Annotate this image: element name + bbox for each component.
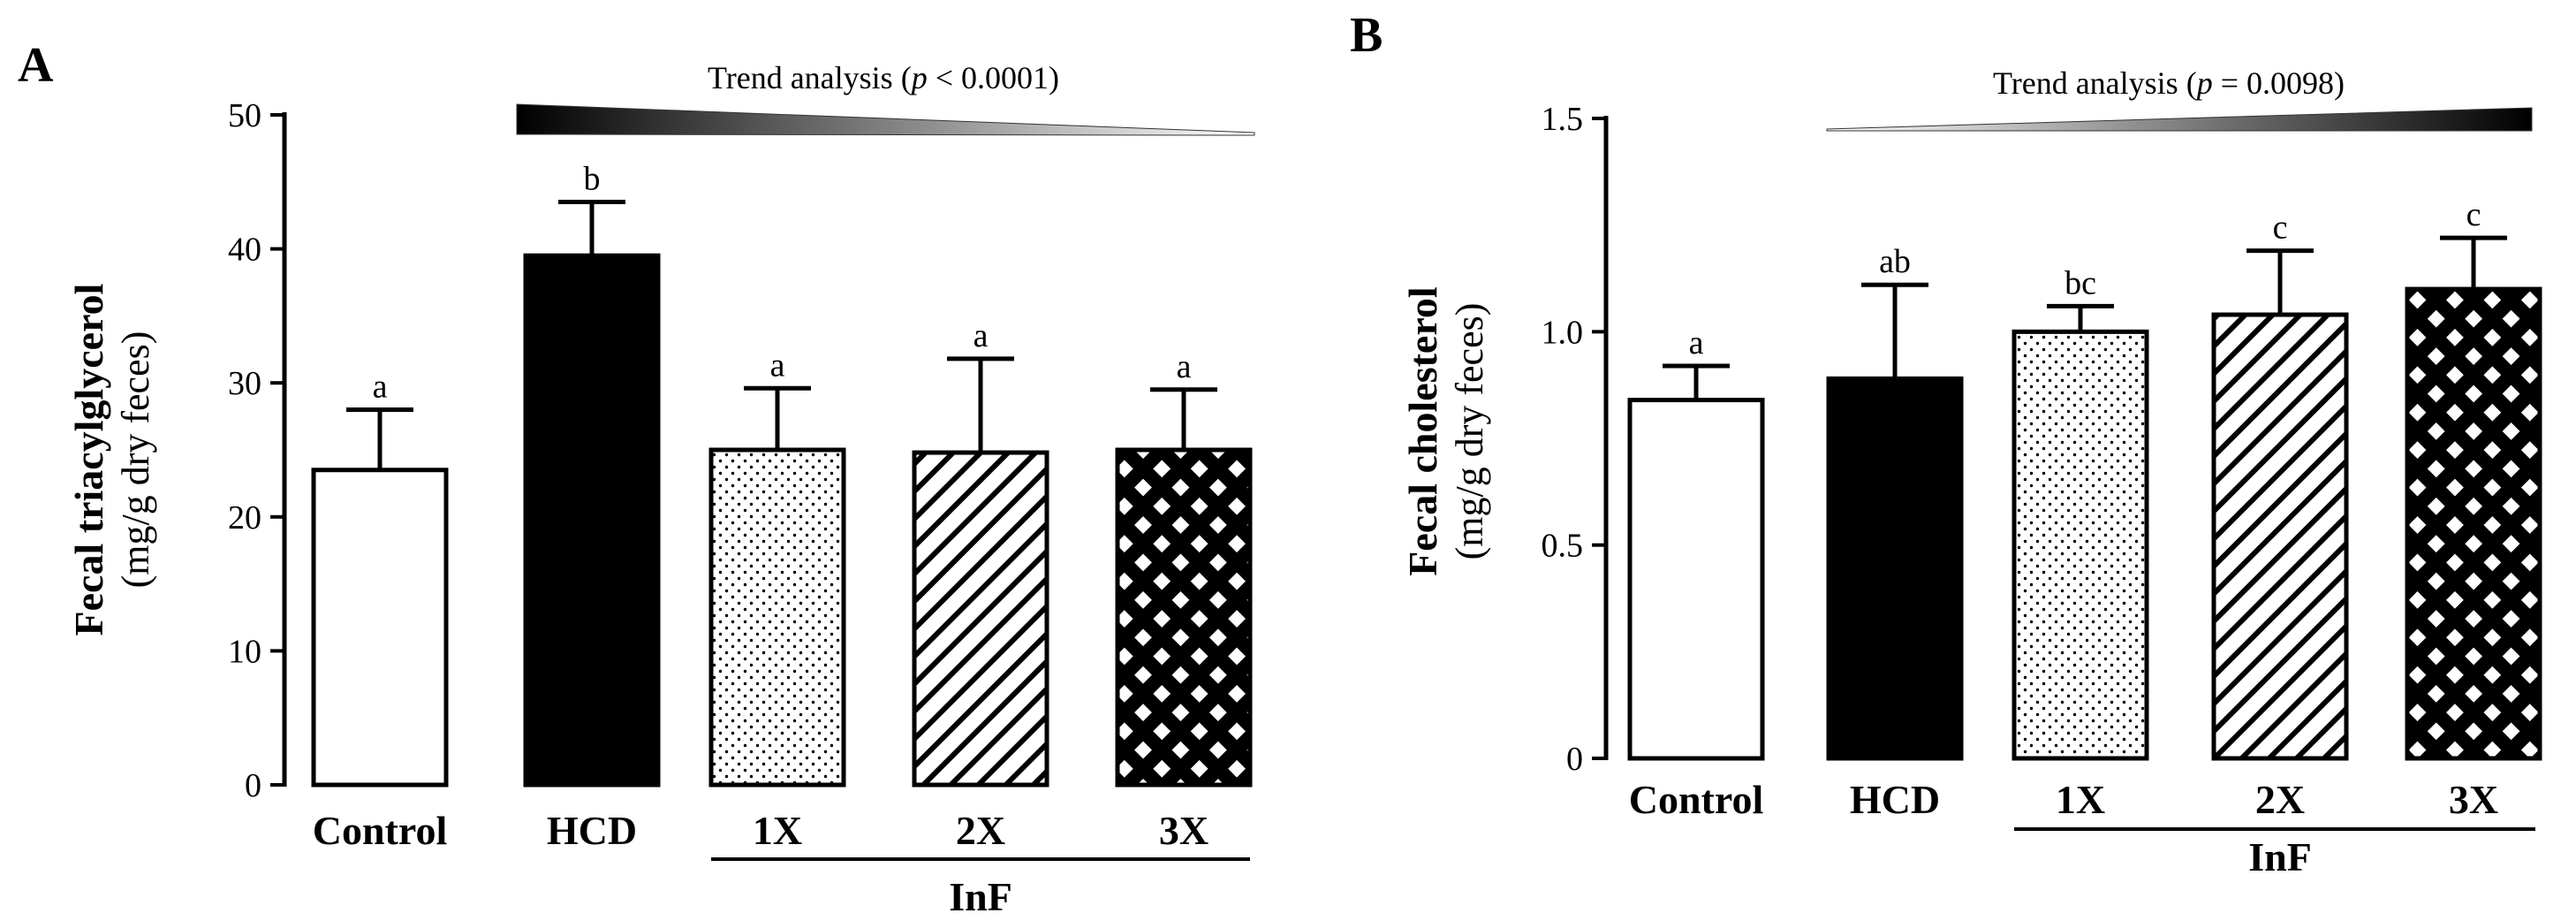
panel-a-bar-2x xyxy=(912,450,1049,788)
panel-a-y-axis-unit: (mg/g dry feces) xyxy=(114,331,157,589)
panel-b-y-axis-label: Fecal cholesterol (mg/g dry feces) xyxy=(1400,286,1491,575)
panel-b-category-label: 1X xyxy=(2056,777,2105,822)
panel-a-bar-control xyxy=(311,468,449,788)
panel-a-letter: A xyxy=(18,38,54,93)
panel-b-trend-wedge xyxy=(1826,107,2533,132)
panel-a: A Fecal triacylglycerol (mg/g dry feces)… xyxy=(18,38,1255,919)
panel-b-bar-2x xyxy=(2211,312,2349,761)
panel-b-y-tick-label: 0.5 xyxy=(1542,528,1584,565)
panel-b-significance-label: a xyxy=(1689,324,1704,362)
panel-b-letter: B xyxy=(1350,8,1383,63)
panel-b-y-tick-label: 1.0 xyxy=(1542,314,1584,351)
panel-a-y-tick-label: 50 xyxy=(228,97,261,134)
panel-a-significance-label: a xyxy=(770,346,785,384)
panel-b-significance-label: c xyxy=(2466,196,2481,233)
panel-b-category-label: 3X xyxy=(2449,777,2498,822)
panel-a-bar-3x xyxy=(1115,447,1253,788)
panel-b-significance-label: c xyxy=(2273,209,2288,247)
panel-a-bar-hcd xyxy=(523,253,661,788)
panel-a-significance-label: a xyxy=(1177,348,1192,385)
panel-a-y-axis-label: Fecal triacylglycerol (mg/g dry feces) xyxy=(66,284,157,636)
panel-a-significance-label: a xyxy=(373,369,388,406)
panel-b-y-tick-label: 1.5 xyxy=(1542,101,1584,138)
panel-b-bar-hcd xyxy=(1826,376,1964,761)
panel-b-trend-label: Trend analysis (p = 0.0098) xyxy=(1993,65,2345,101)
panel-b-significance-label: bc xyxy=(2065,264,2096,301)
panel-b: B Fecal cholesterol (mg/g dry feces) Tre… xyxy=(1350,8,2542,879)
panel-a-category-label: 2X xyxy=(956,808,1005,853)
panel-b-y-axis-title: Fecal cholesterol xyxy=(1400,286,1445,575)
panel-a-significance-label: a xyxy=(974,317,989,354)
panel-b-category-label: HCD xyxy=(1850,777,1940,822)
panel-b-y-axis-unit: (mg/g dry feces) xyxy=(1448,303,1491,560)
panel-b-group-label: InF xyxy=(2248,834,2312,879)
panel-a-category-label: 1X xyxy=(753,808,802,853)
panel-b-significance-label: ab xyxy=(1879,243,1911,280)
panel-a-y-tick-label: 10 xyxy=(228,633,261,670)
panel-b-category-label: 2X xyxy=(2255,777,2305,822)
panel-a-group-label: InF xyxy=(949,874,1012,919)
panel-a-category-label: HCD xyxy=(547,808,637,853)
panel-a-bar-1x xyxy=(708,447,846,788)
panel-a-category-label: Control xyxy=(313,808,448,853)
panel-b-bar-3x xyxy=(2405,286,2542,761)
panel-a-y-tick-label: 30 xyxy=(228,365,261,402)
panel-a-trend-wedge xyxy=(516,103,1255,136)
panel-a-category-label: 3X xyxy=(1159,808,1208,853)
panel-a-y-axis-title: Fecal triacylglycerol xyxy=(66,284,111,636)
panel-b-category-label: Control xyxy=(1629,777,1764,822)
panel-a-y-tick-label: 40 xyxy=(228,232,261,269)
panel-b-y-tick-label: 0 xyxy=(1566,741,1583,778)
panel-b-bar-control xyxy=(1627,398,1765,761)
panel-a-trend-label: Trend analysis (p < 0.0001) xyxy=(708,60,1059,95)
panel-a-significance-label: b xyxy=(584,161,601,198)
panel-b-bar-1x xyxy=(2012,329,2149,761)
panel-a-y-tick-label: 20 xyxy=(228,499,261,537)
panel-a-y-tick-label: 0 xyxy=(245,767,261,804)
